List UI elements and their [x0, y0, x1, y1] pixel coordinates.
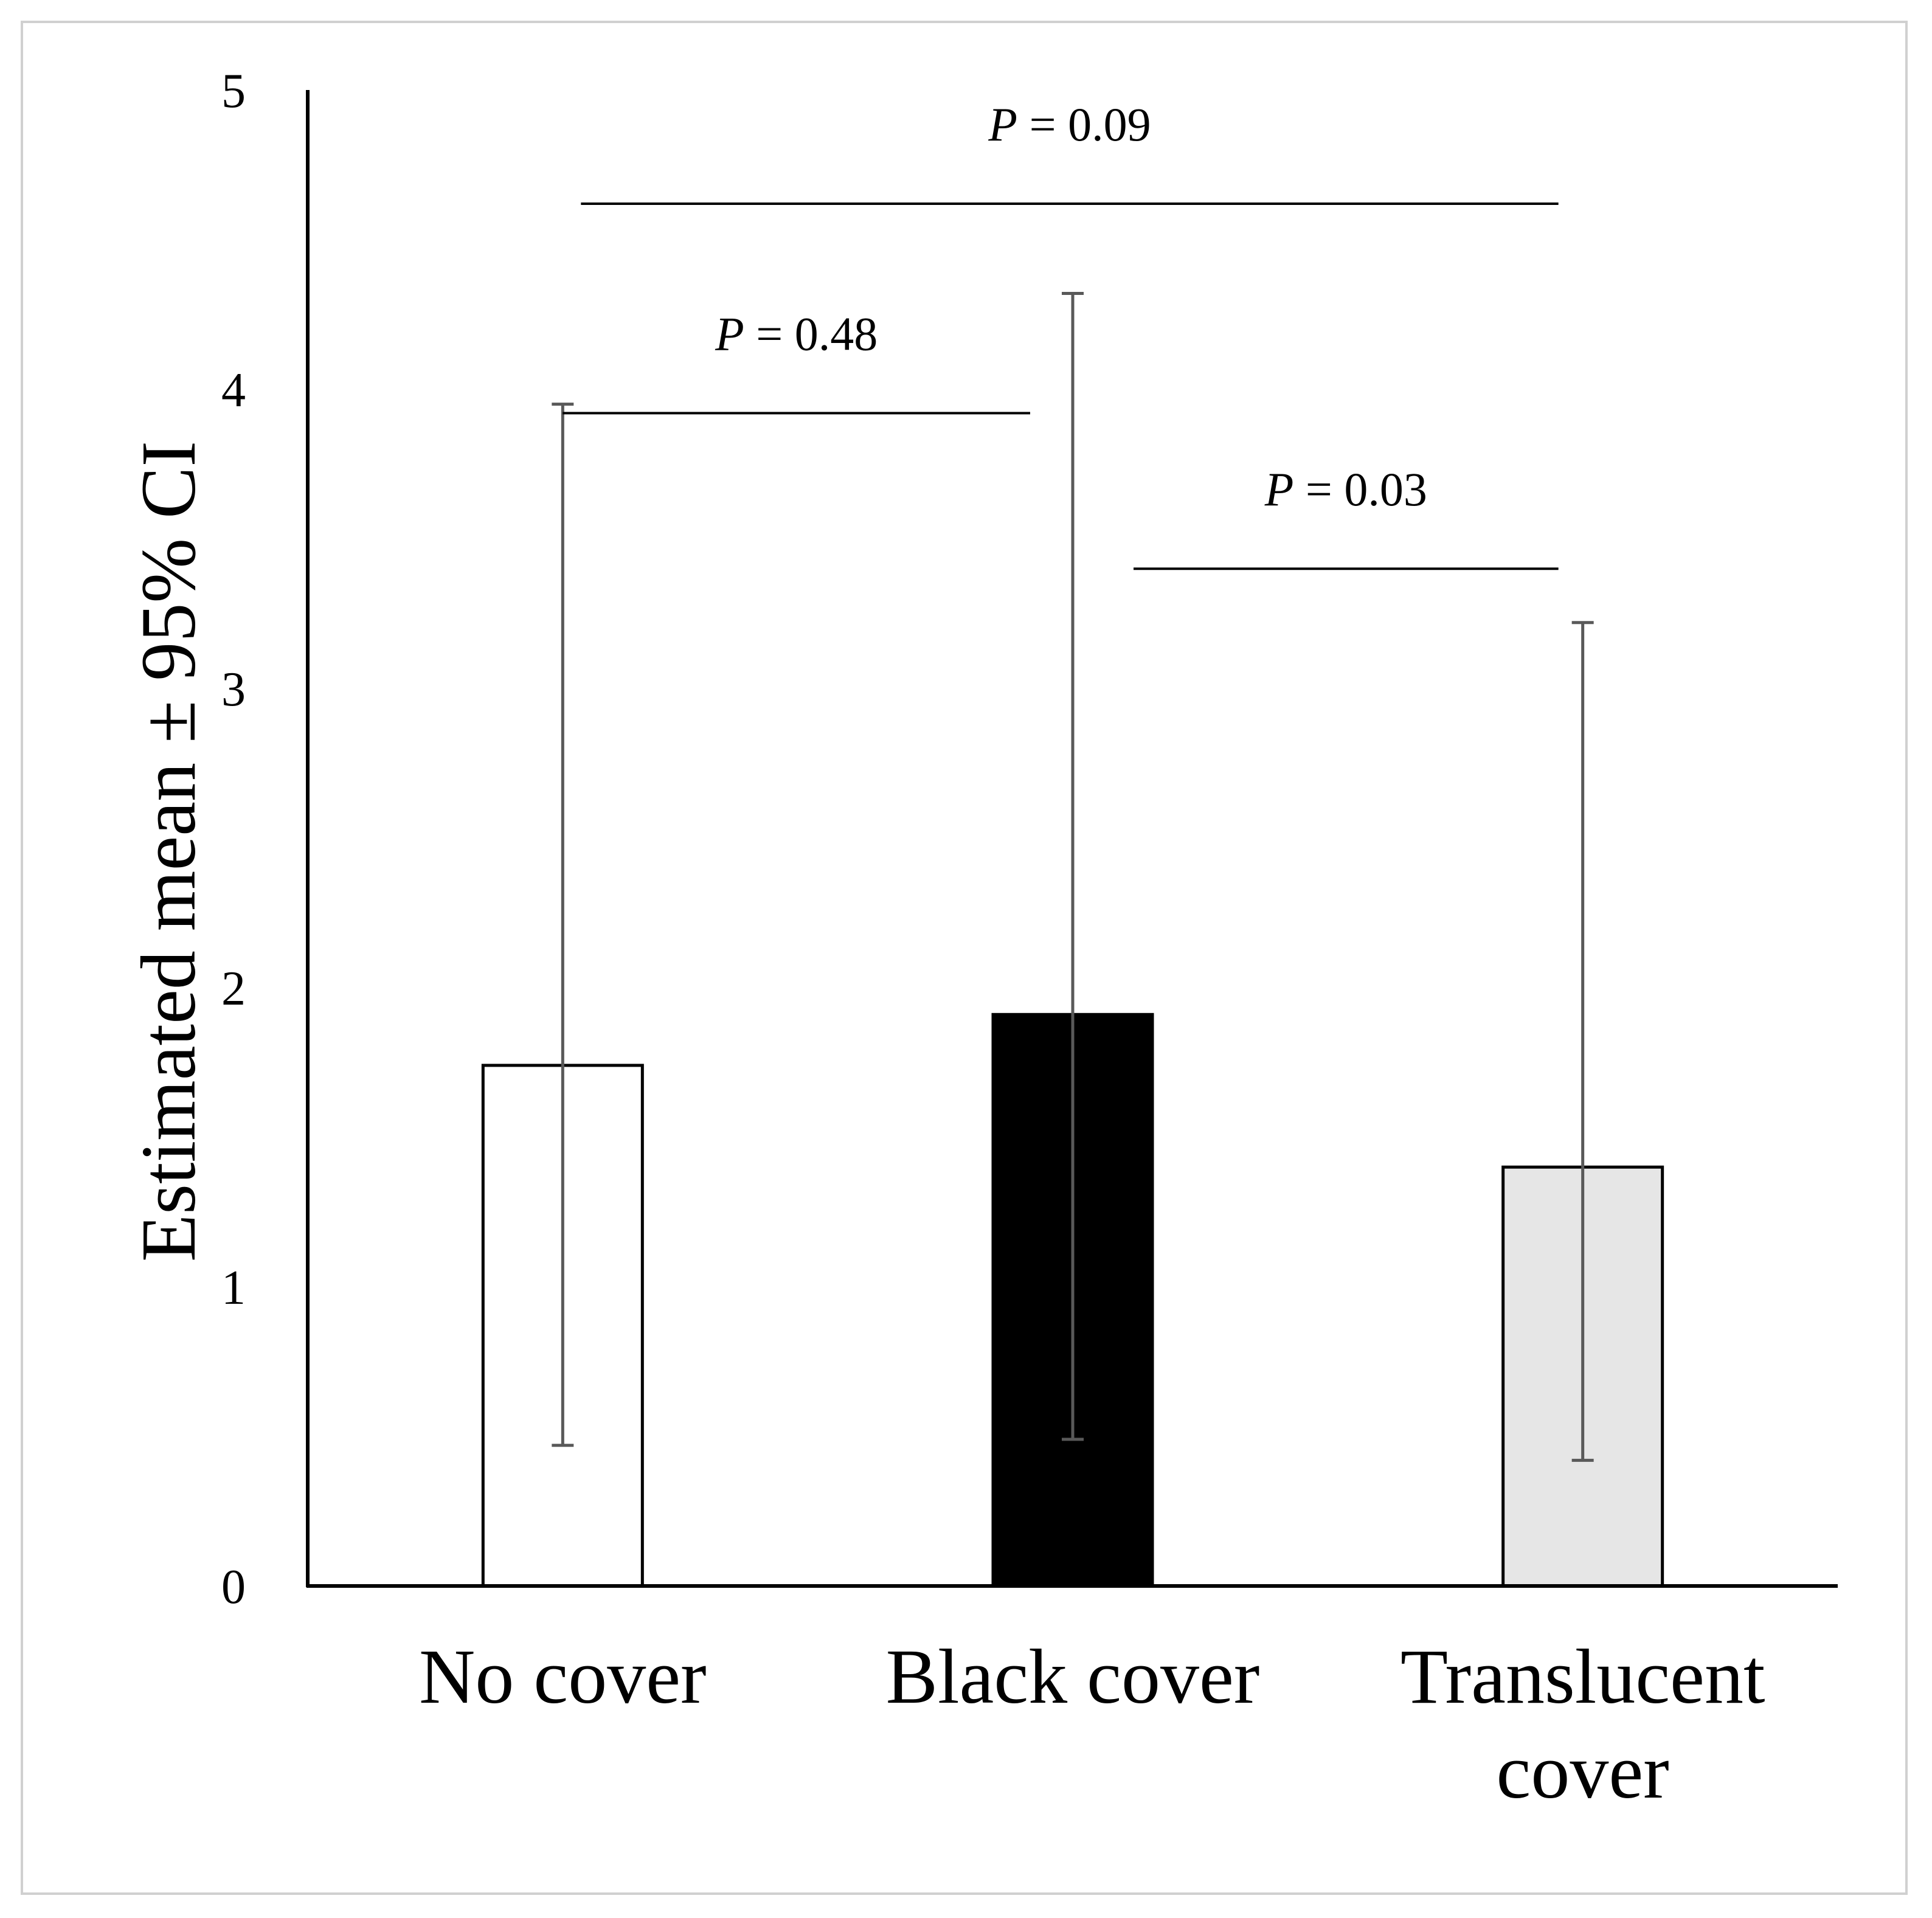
- bar-chart: Estimated mean ± 95% CI 0 1 2 3 4 5 No cover Bl…: [125, 64, 1838, 1815]
- y-tick-label: 2: [221, 962, 246, 1016]
- p-value-label: P = 0.09: [988, 98, 1151, 151]
- chart-frame: Estimated mean ± 95% CI 0 1 2 3 4 5 No cover Bl…: [21, 21, 1908, 1895]
- y-tick-label: 1: [221, 1261, 246, 1315]
- x-tick-label: No cover: [419, 1633, 707, 1720]
- x-tick-label: Translucent cover: [1401, 1633, 1765, 1815]
- y-axis-title: Estimated mean ± 95% CI: [125, 441, 212, 1262]
- p-value-label: P = 0.48: [715, 307, 878, 360]
- p-value-label: P = 0.03: [1264, 463, 1427, 516]
- y-tick-label: 0: [221, 1560, 246, 1614]
- y-tick-label: 4: [221, 364, 246, 417]
- y-tick-label: 5: [221, 64, 246, 118]
- y-tick-label: 3: [221, 663, 246, 716]
- x-tick-label: Black cover: [886, 1633, 1260, 1720]
